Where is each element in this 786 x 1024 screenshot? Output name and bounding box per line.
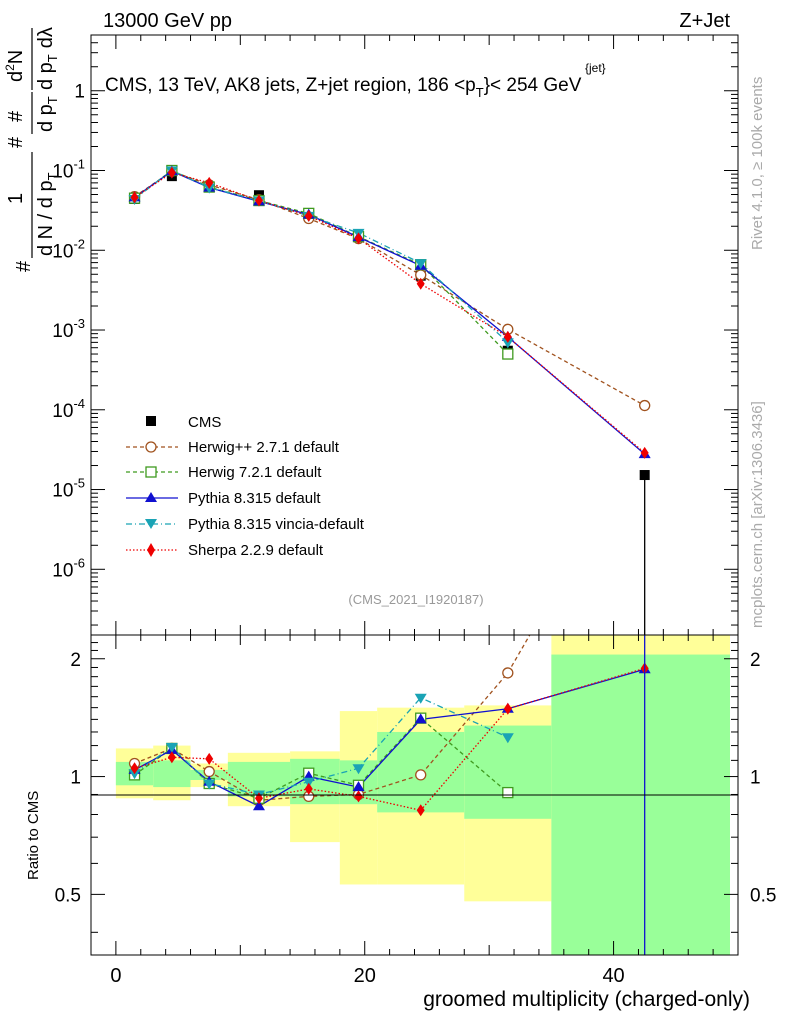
plot-title-end: }< 254 GeV xyxy=(484,75,582,96)
legend-entry-sherpa: Sherpa 2.2.9 default xyxy=(126,542,324,559)
ylabel-frac-den2: d pTdλ xyxy=(35,27,60,90)
legend-entry-vincia: Pythia 8.315 vincia-default xyxy=(126,516,365,533)
series-5-marker xyxy=(354,232,363,245)
series-5-ratio-marker xyxy=(416,804,425,817)
ylabel-hash-num: # xyxy=(5,110,27,122)
series-5-line xyxy=(134,171,646,454)
y-tick-label: 1 xyxy=(74,82,85,103)
ratio-tick-label-right: 1 xyxy=(750,768,761,789)
ratio-tick-label: 0.5 xyxy=(55,885,81,906)
series-1-ratio-marker xyxy=(502,667,514,679)
analysis-id: (CMS_2021_I1920187) xyxy=(348,592,483,607)
x-tick-label: 40 xyxy=(602,965,624,987)
series-2-ratio-line xyxy=(134,717,509,799)
ylabel-den: d N / d pT xyxy=(35,172,60,256)
series-5-marker xyxy=(640,446,649,459)
series-5-ratio-marker xyxy=(130,762,139,775)
series-4-line xyxy=(134,169,509,343)
y-tick-label: 10-4 xyxy=(52,396,85,422)
series-5-marker xyxy=(416,277,425,290)
series-5-marker xyxy=(254,194,263,207)
series-4-ratio-marker xyxy=(414,693,427,704)
ratio-markers xyxy=(128,635,651,955)
y-tick-label: 10-1 xyxy=(52,157,85,183)
ratio-tick-label: 2 xyxy=(70,650,81,671)
series-5-ratio-marker xyxy=(205,752,214,765)
ratio-tick-label-right: 0.5 xyxy=(750,885,776,906)
y-tick-label: 10-6 xyxy=(52,555,85,581)
series-4-ratio-marker xyxy=(302,777,315,788)
series-5-marker xyxy=(205,176,214,189)
x-tick-label: 0 xyxy=(110,965,121,987)
series-1-line xyxy=(134,170,645,407)
legend: CMS Herwig++ 2.7.1 default Herwig 7.2.1 … xyxy=(126,414,365,559)
cms-band-stat xyxy=(551,654,730,955)
series-4-ratio-marker xyxy=(352,764,365,775)
series-2-line xyxy=(134,169,509,355)
x-tick-label: 20 xyxy=(354,965,376,987)
legend-label-herwig7: Herwig 7.2.1 default xyxy=(188,464,322,481)
series-5-marker xyxy=(503,330,512,343)
cms-band-stat xyxy=(153,760,191,788)
upper-markers xyxy=(128,164,651,635)
ylabel-hash-top: # xyxy=(13,260,35,272)
y-tick-label: 10-2 xyxy=(52,236,85,262)
ratio-y-label: Ratio to CMS xyxy=(25,791,42,880)
legend-entry-herwigpp: Herwig++ 2.7.1 default xyxy=(126,439,340,456)
series-2-marker xyxy=(502,348,514,360)
series-4-ratio-marker xyxy=(165,743,178,753)
legend-label-cms: CMS xyxy=(188,414,221,431)
series-3-line xyxy=(134,170,646,455)
legend-label-sherpa: Sherpa 2.2.9 default xyxy=(188,542,324,559)
header-left: 13000 GeV pp xyxy=(103,10,232,32)
axes: 10-6 10-5 10-4 10-3 10-2 10-1 1 0 20 40 0.5 0.5 1 1 2 2 xyxy=(52,34,776,987)
rivet-label: Rivet 4.1.0, ≥ 100k events xyxy=(749,77,766,250)
plot-title: CMS, 13 TeV, AK8 jets, Z+jet region, 186… xyxy=(105,75,582,100)
legend-entry-pythia: Pythia 8.315 default xyxy=(126,490,321,507)
ratio-tick-label: 1 xyxy=(70,768,81,789)
series-5-marker xyxy=(304,209,313,222)
series-2-ratio-marker xyxy=(502,786,514,799)
ylabel-hash-mid: # xyxy=(5,136,27,148)
series-0-marker xyxy=(639,470,650,481)
y-axis-label: # d N / d pT 1 # d pT # d2N d pTdλ xyxy=(3,27,60,272)
series-5-ratio-marker xyxy=(354,790,363,803)
legend-entry-cms: CMS xyxy=(146,414,221,431)
legend-label-pythia: Pythia 8.315 default xyxy=(188,490,321,507)
ratio-tick-label-right: 2 xyxy=(750,650,761,671)
series-3-ratio-marker xyxy=(414,713,427,724)
y-tick-label: 10-3 xyxy=(52,316,85,342)
header-right: Z+Jet xyxy=(679,10,730,32)
x-axis-label: groomed multiplicity (charged-only) xyxy=(423,988,750,1011)
series-1-marker xyxy=(639,399,651,412)
upper-lines xyxy=(134,169,646,455)
series-4-ratio-line xyxy=(134,696,509,796)
plot-title-sub: T xyxy=(476,85,484,100)
series-5-ratio-marker xyxy=(503,702,512,715)
y-tick-label: 10-5 xyxy=(52,476,85,502)
series-5-marker xyxy=(130,191,139,204)
series-4-marker xyxy=(501,338,514,349)
series-1-ratio-marker xyxy=(415,769,427,781)
series-4-marker xyxy=(414,259,427,270)
legend-entry-herwig7: Herwig 7.2.1 default xyxy=(126,464,322,481)
series-3-ratio-marker xyxy=(352,781,365,792)
series-4-ratio-marker xyxy=(203,779,216,790)
legend-label-herwigpp: Herwig++ 2.7.1 default xyxy=(188,439,340,456)
series-1-ratio-marker xyxy=(203,765,215,778)
ylabel-frac-num: d2N xyxy=(3,50,27,82)
series-3-ratio-marker xyxy=(252,800,265,811)
series-5-ratio-marker xyxy=(167,751,176,764)
series-5-marker xyxy=(167,166,176,179)
ylabel-one: 1 xyxy=(5,193,27,204)
series-4-ratio-marker xyxy=(501,733,514,744)
legend-label-vincia: Pythia 8.315 vincia-default xyxy=(188,516,365,533)
series-5-ratio-marker xyxy=(304,782,313,795)
plot-title-sup: {jet} xyxy=(585,61,606,75)
plot-title-main: CMS, 13 TeV, AK8 jets, Z+jet region, 186… xyxy=(105,75,476,96)
mcplots-label: mcplots.cern.ch [arXiv:1306.3436] xyxy=(749,401,766,628)
ylabel-frac-den: d pT xyxy=(35,96,60,132)
